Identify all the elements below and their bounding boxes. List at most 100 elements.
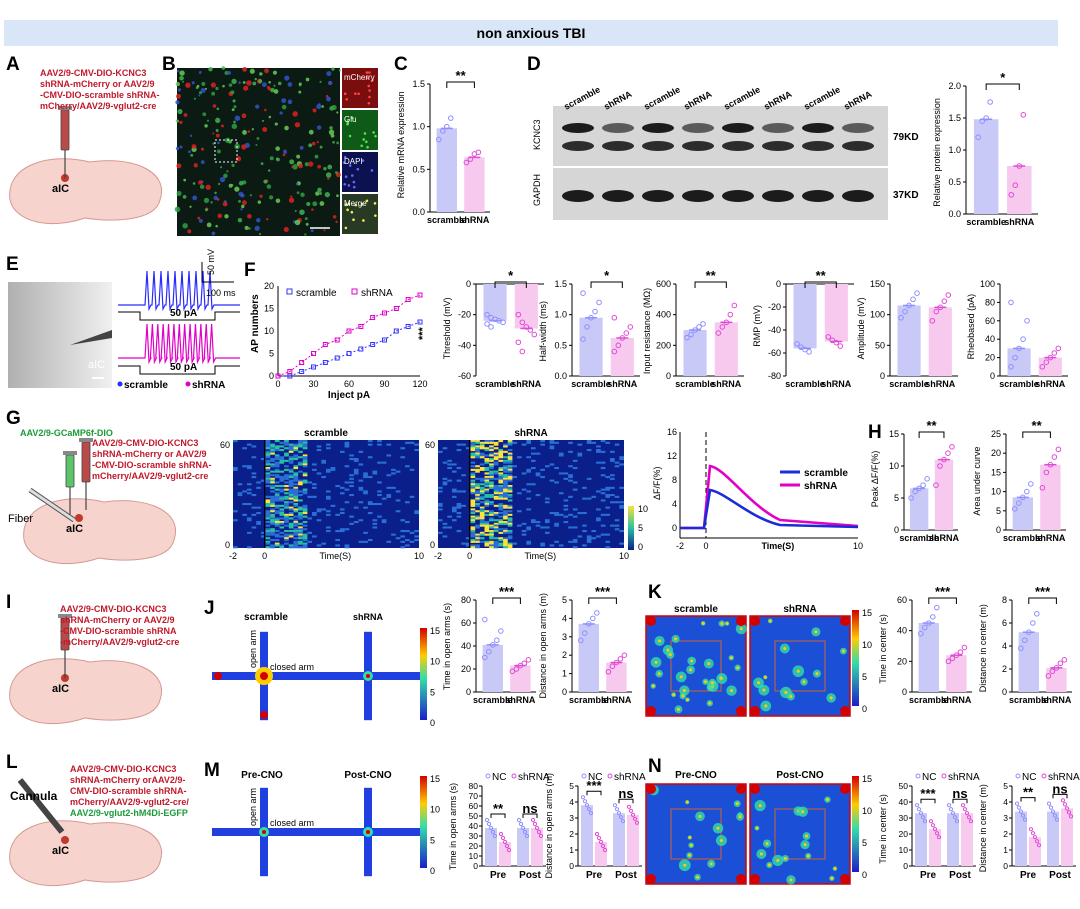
heatmap-cell xyxy=(372,470,378,473)
cell-dot xyxy=(312,108,317,113)
heatmap-cell xyxy=(493,477,499,480)
heatmap-cell xyxy=(475,510,480,513)
cell-dot xyxy=(240,208,243,211)
heatmap-cell xyxy=(610,459,615,462)
heatmap-cell xyxy=(237,494,243,497)
legend-label: scramble xyxy=(124,380,168,391)
legend-dot xyxy=(117,381,123,387)
heatmap-cell xyxy=(298,513,303,516)
heatmap-cell xyxy=(503,521,508,524)
y-axis-label: Relative mRNA expression xyxy=(396,91,406,198)
heatmap-cell xyxy=(400,447,406,450)
heatmap-cell xyxy=(288,449,294,452)
heatmap-cell xyxy=(493,497,499,500)
heatmap-cell xyxy=(456,443,462,446)
heatmap-cell xyxy=(298,470,303,473)
heatmap-cell xyxy=(554,513,559,516)
heatmap-cell xyxy=(367,512,373,515)
heatmap-cell xyxy=(335,539,340,542)
heatmap-cell xyxy=(498,486,504,489)
cell-dot xyxy=(196,84,200,88)
channel-dot xyxy=(352,218,355,222)
heatmap-cell xyxy=(507,494,513,497)
y-tick-label: 0 xyxy=(569,861,574,871)
data-point xyxy=(1030,620,1036,626)
heatmap-cell xyxy=(302,443,308,446)
x-tick-label: -2 xyxy=(434,551,442,561)
heatmap-cell xyxy=(558,454,564,457)
heatmap-cell xyxy=(363,506,368,509)
heatmap-cell xyxy=(489,477,494,480)
colorbar xyxy=(852,776,859,872)
bar xyxy=(483,284,507,321)
cell-dot xyxy=(190,153,194,157)
heatmap-cell xyxy=(451,470,457,473)
heatmap-cell xyxy=(316,445,322,448)
x-tick-label: shRNA xyxy=(941,695,972,705)
track-blob xyxy=(814,630,818,634)
heatmap-cell xyxy=(479,454,485,457)
heatmap-cell xyxy=(302,472,308,475)
cell-dot xyxy=(319,145,323,149)
track-blob xyxy=(685,698,689,702)
y-tick-label: 50 xyxy=(875,340,885,350)
y-tick-label: 0 xyxy=(225,540,230,550)
y-tick-label: 0.5 xyxy=(554,340,567,350)
virus-label-line: AAV2/9-vglut2-hM4Di-EGFP xyxy=(70,808,188,818)
heatmap-cell xyxy=(470,515,476,518)
cell-dot xyxy=(200,147,205,151)
heatmap-cell xyxy=(535,524,541,527)
heatmap-cell xyxy=(316,472,322,475)
size-label: 37KD xyxy=(893,190,919,201)
cell-dot xyxy=(335,171,338,175)
data-point xyxy=(615,342,622,349)
panel-label-F: F xyxy=(244,260,256,281)
maze-M-post xyxy=(316,787,420,877)
cell-dot xyxy=(175,100,180,105)
heatmap-cell xyxy=(288,530,294,533)
cell-dot xyxy=(179,75,184,81)
heatmap-cell xyxy=(353,521,359,524)
heatmap-cell xyxy=(493,512,499,515)
heatmap-cell xyxy=(284,481,289,484)
heatmap-cell xyxy=(260,458,266,461)
heatmap-cell xyxy=(507,499,513,502)
heatmap-cell xyxy=(470,479,476,482)
heatmap-cell xyxy=(233,440,238,443)
data-point xyxy=(987,99,993,105)
heatmap-cell xyxy=(484,483,490,486)
heatmap-cell xyxy=(484,542,490,545)
heatmap-cell xyxy=(284,506,289,509)
heatmap-cell xyxy=(284,474,289,477)
heatmap-cell xyxy=(577,535,583,538)
y-axis-label: Time in center (s) xyxy=(878,614,888,684)
x-tick-label: 0 xyxy=(467,551,472,561)
heatmap-cell xyxy=(507,506,513,509)
heatmap-cell xyxy=(265,495,271,498)
bar xyxy=(947,813,959,866)
significance-label: * xyxy=(508,268,514,283)
colorbar-label: 5 xyxy=(862,672,867,682)
heatmap-cell xyxy=(479,443,485,446)
heatmap-cell xyxy=(335,485,340,488)
cell-dot xyxy=(315,191,320,196)
virus-label-line: -CMV-DIO-scramble shRNA- xyxy=(92,460,212,470)
heatmap-cell xyxy=(288,508,294,511)
data-point xyxy=(382,310,387,316)
data-point xyxy=(914,803,920,808)
track-blob xyxy=(757,681,761,685)
heatmap-cell xyxy=(503,528,508,531)
x-tick-label: 0 xyxy=(703,541,708,551)
track-blob xyxy=(776,858,780,862)
y-axis-label: Relative protein expression xyxy=(932,98,942,207)
heatmap-cell xyxy=(298,528,303,531)
data-point xyxy=(692,327,698,333)
corner-hotspot xyxy=(646,874,656,884)
heatmap-cell xyxy=(493,544,499,547)
heatmap-cell xyxy=(470,517,476,520)
data-point xyxy=(596,299,602,306)
data-point xyxy=(1016,163,1023,169)
data-point xyxy=(833,339,840,346)
